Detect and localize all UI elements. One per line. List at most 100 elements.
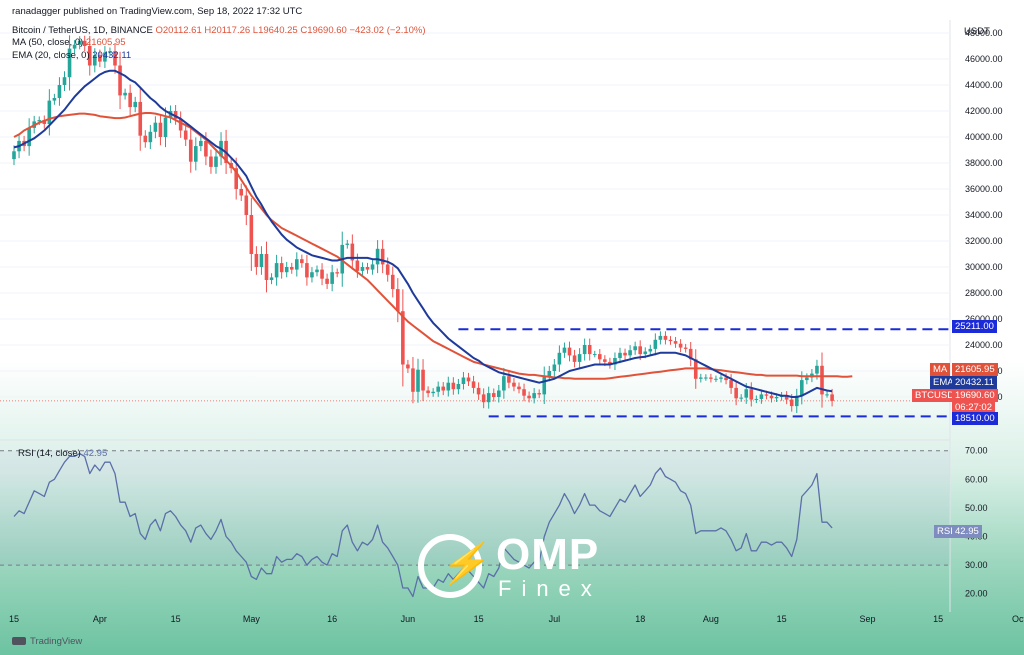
price-tick-label: 40000.00 (965, 132, 1003, 142)
candle-body (749, 389, 754, 400)
candle-body (350, 243, 355, 261)
candle-body (173, 111, 178, 119)
rsi-tag-label: RSI (934, 525, 956, 538)
watermark-brand: OMP (496, 530, 600, 579)
candle-body (719, 377, 723, 379)
candle-body (734, 387, 738, 399)
candle-body (118, 65, 122, 96)
candle-body (714, 378, 718, 380)
candle-body (98, 55, 102, 62)
candle-body (764, 394, 769, 396)
candle-body (603, 359, 607, 362)
price-tick-label: 32000.00 (965, 236, 1003, 246)
candle-body (431, 391, 435, 394)
price-tick-label: 28000.00 (965, 288, 1003, 298)
candle-body (396, 289, 400, 312)
candle-body (289, 267, 294, 270)
symbol-line: Bitcoin / TetherUS, 1D, BINANCE O20112.6… (12, 25, 426, 36)
time-tick-label: Aug (703, 614, 719, 624)
candle-body (512, 382, 516, 387)
candle-body (300, 259, 304, 264)
candle-body (380, 248, 385, 265)
ema-legend-value: 20432.11 (92, 50, 132, 61)
price-tick-label: 26000.00 (965, 314, 1003, 324)
rsi-tick-label: 60.00 (965, 474, 988, 484)
candle-body (178, 118, 183, 131)
candle-body (724, 377, 728, 381)
candle-body (547, 371, 552, 377)
candle-body (385, 264, 390, 275)
ema-legend-label: EMA (20, close, 0) (12, 50, 90, 61)
candle-body (375, 248, 380, 265)
candle-body (62, 77, 67, 85)
candle-body (673, 341, 678, 344)
rsi-legend[interactable]: RSI (14, close) 42.95 (18, 448, 107, 459)
tradingview-logo[interactable]: TradingView (12, 636, 82, 647)
time-tick-label: Apr (93, 614, 107, 624)
time-tick-label: Jun (401, 614, 416, 624)
candle-body (552, 364, 557, 371)
ma-tag-value: 21605.95 (952, 363, 998, 376)
candle-body (133, 101, 137, 108)
candle-body (183, 130, 188, 140)
candle-body (774, 397, 779, 399)
candle-body (330, 272, 334, 284)
candle-body (794, 395, 799, 407)
candle-body (426, 390, 430, 394)
time-tick-label: May (243, 614, 261, 624)
candle-body (204, 140, 208, 157)
candle-body (411, 368, 415, 392)
time-tick-label: Jul (549, 614, 561, 624)
rsi-line (13, 452, 833, 598)
candle-body (507, 376, 511, 383)
candle-body (653, 339, 658, 349)
candle-body (320, 269, 324, 279)
candle-body (471, 381, 476, 388)
symbol-name[interactable]: Bitcoin / TetherUS, 1D, BINANCE (12, 25, 153, 36)
watermark-sub: Finex (498, 576, 602, 601)
candle-body (87, 46, 92, 66)
candle-body (269, 277, 274, 280)
candle-body (249, 215, 254, 254)
candle-body (643, 351, 648, 355)
price-tick-label: 42000.00 (965, 106, 1003, 116)
rsi-tick-label: 20.00 (965, 589, 988, 599)
candle-body (37, 120, 42, 122)
candle-body (365, 267, 370, 270)
candle-body (517, 386, 521, 390)
candle-body (239, 189, 244, 196)
rsi-tick-label: 70.00 (965, 446, 988, 456)
candle-body (209, 156, 213, 167)
candle-body (739, 397, 743, 399)
candle-body (486, 393, 491, 403)
candle-body (668, 339, 673, 342)
candle-body (663, 335, 668, 340)
candle-body (153, 122, 158, 132)
ema-tag-label: EMA (930, 376, 957, 389)
candle-body (199, 140, 203, 147)
rsi-legend-value: 42.95 (83, 448, 108, 459)
candle-body (12, 151, 16, 160)
candle-body (451, 382, 456, 390)
candle-body (623, 352, 627, 356)
candle-body (355, 260, 360, 271)
ema-legend[interactable]: EMA (20, close, 0) 20432.11 (12, 50, 131, 61)
candle-body (335, 272, 339, 274)
candle-body (815, 365, 819, 374)
candle-body (163, 117, 168, 137)
candle-body (759, 394, 764, 399)
price-tag: 19690.60 (952, 389, 998, 402)
candle-body (461, 377, 466, 384)
candle-body (113, 51, 117, 66)
candle-body (305, 263, 309, 278)
candle-body (310, 272, 314, 278)
candle-body (274, 263, 279, 278)
candle-body (592, 354, 597, 356)
candle-body (315, 269, 319, 273)
candle-body (360, 267, 365, 271)
candle-body (709, 377, 713, 379)
ma-legend[interactable]: MA (50, close, 0) 21605.95 (12, 37, 126, 48)
time-tick-label: 15 (474, 614, 484, 624)
rsi-tick-label: 30.00 (965, 560, 988, 570)
publish-info: ranadagger published on TradingView.com,… (12, 6, 303, 17)
